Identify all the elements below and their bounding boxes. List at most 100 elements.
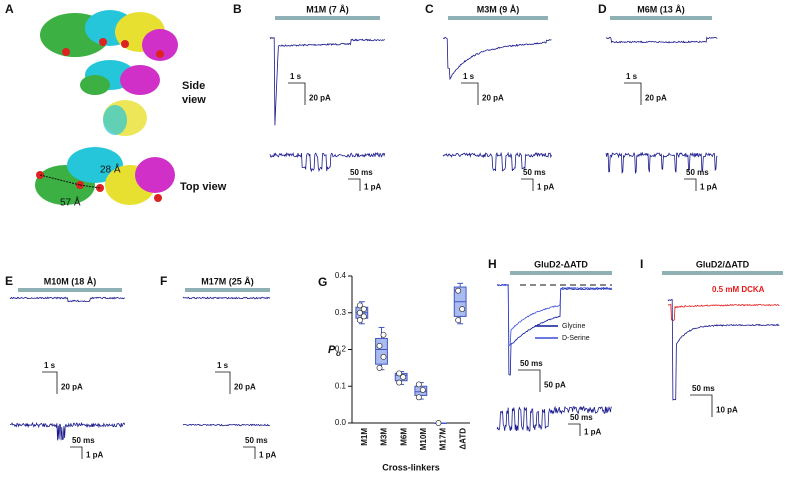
x-tick-label: M17M (439, 428, 448, 451)
scale-label: 20 pA (234, 383, 256, 392)
x-tick-label: ΔATD (458, 428, 467, 450)
point (415, 381, 422, 388)
trace (182, 423, 270, 427)
point (376, 342, 383, 349)
scale-bar (518, 369, 541, 392)
point (360, 313, 367, 320)
point (396, 370, 403, 377)
panel-title: M3M (9 Å) (477, 4, 520, 14)
panel-letter: C (425, 2, 434, 16)
panel-letter: E (5, 274, 13, 288)
point (356, 309, 363, 316)
legend-label: D-Serine (562, 335, 590, 342)
panel-title: M17M (25 Å) (201, 276, 254, 286)
panel-letter: I (640, 257, 643, 271)
y-tick-label: 0.4 (335, 271, 347, 280)
scale-label: 1 pA (259, 451, 277, 460)
panel-title: M6M (13 Å) (637, 4, 685, 14)
scale-bar (690, 394, 713, 417)
box (375, 337, 388, 365)
protein-top (35, 147, 175, 205)
scale-label: 1 pA (364, 183, 382, 192)
panel-title: M1M (7 Å) (306, 4, 349, 14)
scale-label: 1 pA (584, 428, 602, 437)
point (380, 331, 387, 338)
trace (269, 151, 386, 173)
scale-bar (568, 423, 581, 436)
trace (496, 405, 612, 432)
trace (605, 151, 718, 175)
scale-bar (521, 178, 534, 191)
scale-bar (624, 82, 642, 105)
scale-label: 50 pA (544, 381, 566, 390)
scale-label: 1 s (217, 361, 229, 370)
trace (442, 151, 552, 172)
scale-bar (288, 82, 306, 105)
y-tick-label: 0.1 (335, 381, 347, 390)
scale-label: 50 ms (350, 168, 373, 177)
point (356, 317, 363, 324)
point (435, 420, 442, 426)
scale-label: 50 ms (245, 436, 268, 445)
scale-label: 20 pA (645, 94, 667, 103)
x-tick-label: M1M (360, 428, 369, 446)
point (455, 317, 462, 324)
scale-label: 20 pA (482, 94, 504, 103)
y-tick-label: 0.0 (335, 418, 347, 427)
point (415, 394, 422, 401)
scale-label: 50 ms (520, 359, 543, 368)
scale-bar (70, 446, 83, 459)
scale-label: 50 ms (570, 413, 593, 422)
trace (9, 421, 126, 441)
scale-label: 1 s (44, 361, 56, 370)
panel-letter: A (5, 2, 14, 16)
x-axis-label: Cross-linkers (382, 462, 440, 472)
label: 57 Å (60, 196, 81, 209)
point (396, 379, 403, 386)
scale-label: 1 s (290, 72, 302, 81)
scale-label: 50 ms (72, 436, 95, 445)
scale-label: 20 pA (309, 94, 331, 103)
scale-label: 50 ms (523, 168, 546, 177)
scale-label: 50 ms (692, 384, 715, 393)
x-tick-label: M10M (419, 428, 428, 451)
trace (182, 296, 271, 300)
scale-label: 50 ms (686, 168, 709, 177)
trace (497, 283, 613, 376)
trace (667, 299, 780, 401)
point (419, 386, 426, 393)
trace (269, 37, 385, 126)
x-tick-label: M3M (380, 428, 389, 446)
label: view (182, 94, 206, 106)
trace (667, 303, 780, 322)
scale-bar (215, 371, 231, 394)
panel-title: M10M (18 Å) (44, 276, 97, 286)
panel-letter: D (598, 2, 607, 16)
scale-bar (42, 371, 58, 394)
scale-label: 10 pA (716, 406, 738, 415)
panel-letter: H (488, 257, 497, 271)
y-axis-label: P (328, 344, 336, 356)
point (380, 353, 387, 360)
y-tick-label: 0.3 (335, 308, 347, 317)
scale-bar (243, 446, 256, 459)
scale-bar (348, 178, 361, 191)
x-tick-label: M6M (399, 428, 408, 446)
point (360, 306, 367, 313)
panel-letter: B (233, 2, 242, 16)
point (459, 306, 466, 313)
point (376, 364, 383, 371)
label: Side (182, 80, 205, 92)
scale-label: 1 s (626, 72, 638, 81)
panel-letter: F (160, 274, 167, 288)
label: 28 Å (100, 163, 121, 176)
point (455, 287, 462, 294)
annotation: 0.5 mM DCKA (712, 285, 765, 294)
scale-bar (461, 82, 479, 105)
trace (9, 296, 125, 303)
scale-label: 1 pA (700, 183, 718, 192)
y-axis-label-sub: o (336, 349, 341, 358)
scale-label: 1 s (463, 72, 475, 81)
trace (496, 283, 612, 347)
